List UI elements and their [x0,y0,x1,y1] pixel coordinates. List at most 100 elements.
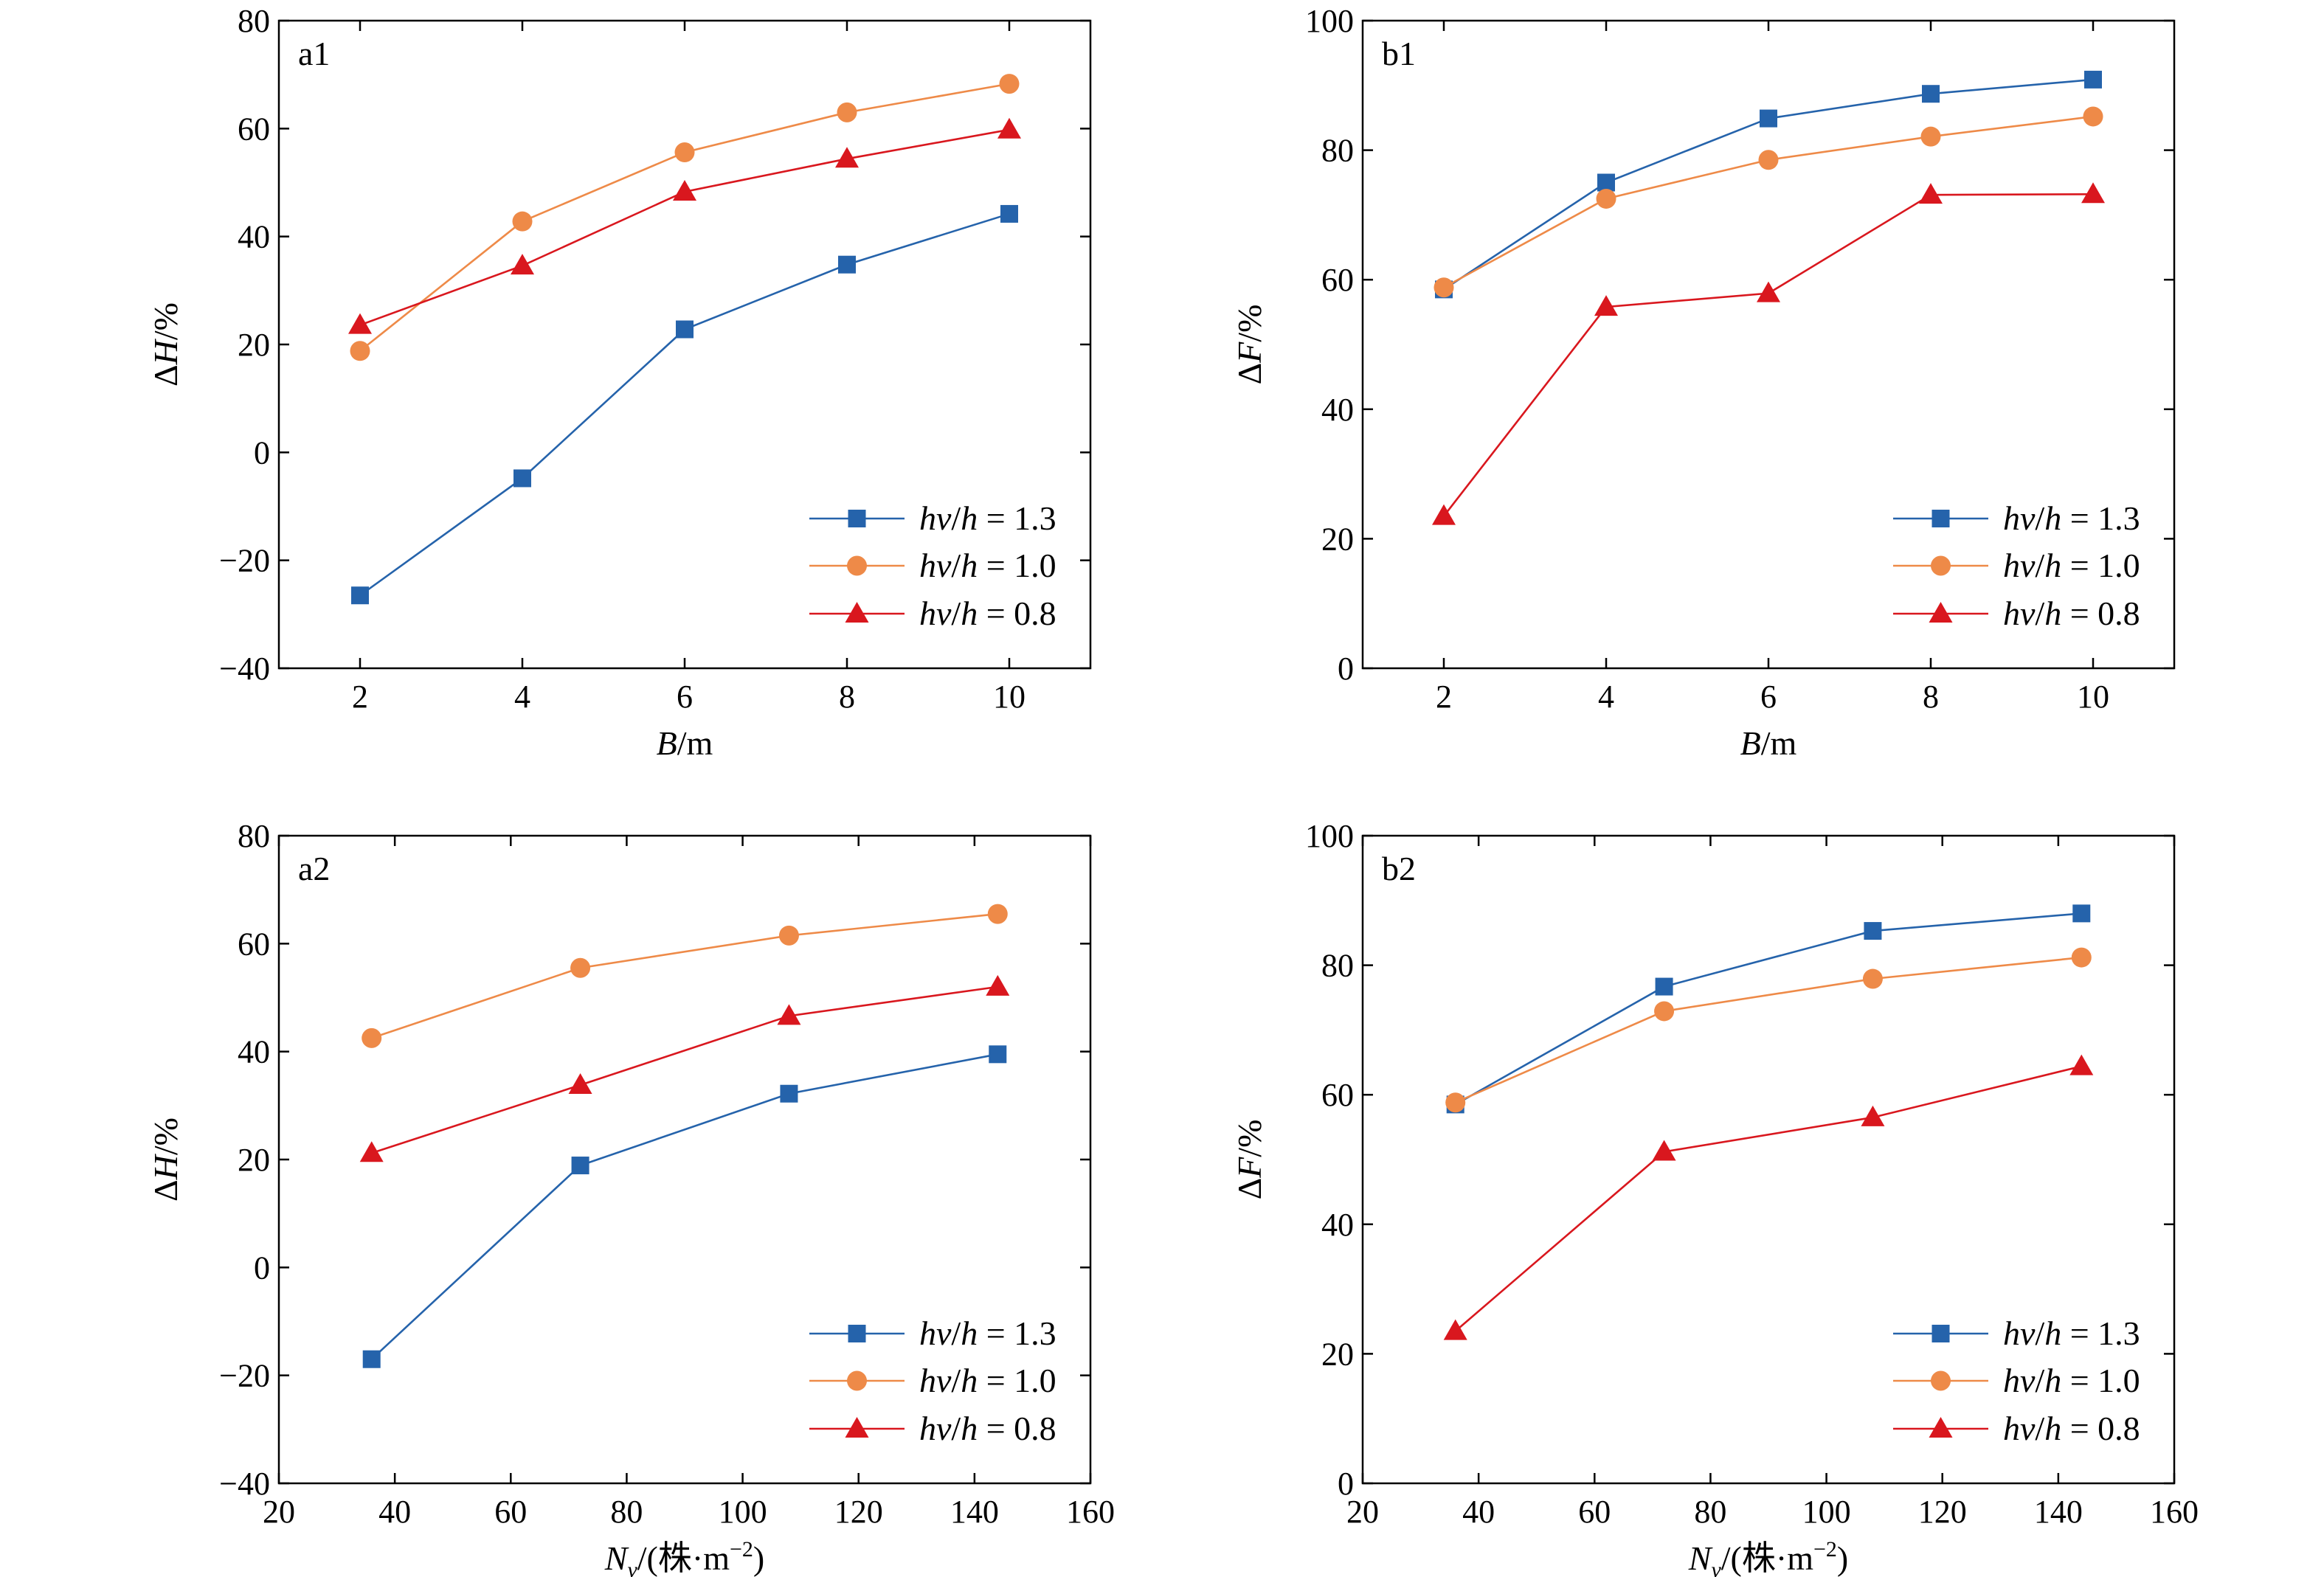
data-point [2081,182,2105,204]
legend-label: hv/h = 0.8 [2003,1410,2140,1447]
x-tick-label: 140 [2034,1494,2083,1530]
data-point [1432,504,1456,525]
data-point [359,1141,384,1162]
legend-marker [1932,1325,1950,1342]
y-tick-label: 60 [1321,1077,1354,1113]
y-tick-label: −20 [219,1358,270,1394]
data-point [2069,1054,2094,1075]
series-1 [362,1045,1007,1368]
data-point [1654,1001,1675,1022]
y-tick-label: 60 [1321,262,1354,298]
x-axis-label: Nv/(株·m−2) [604,1537,764,1577]
y-tick-label: −40 [219,1466,270,1502]
y-tick-label: 40 [1321,1207,1354,1243]
data-point [351,586,369,605]
legend-marker [1932,510,1950,527]
data-point [1597,173,1615,192]
y-tick-label: 100 [1305,3,1354,39]
x-tick-label: 160 [1066,1494,1115,1530]
y-tick-label: 80 [238,818,270,854]
y-tick-label: 80 [1321,133,1354,169]
data-point [1594,295,1618,316]
data-point [513,469,531,488]
series-line [359,83,1010,352]
x-tick-label: 100 [1802,1494,1851,1530]
series-line [1443,115,2094,288]
series-line [359,212,1010,597]
legend: hv/h = 1.3 hv/h = 1.0 hv/h = 0.8 [809,499,1056,632]
y-tick-label: 20 [1321,1336,1354,1372]
data-point [1596,188,1616,209]
data-point [1652,1140,1676,1161]
legend-marker [848,1325,866,1342]
data-point [997,117,1021,139]
y-tick-label: 40 [238,219,270,255]
data-point [835,147,859,168]
legend-label: hv/h = 0.8 [2003,595,2140,632]
y-tick-label: 80 [1321,948,1354,984]
y-tick-label: 20 [238,1142,270,1178]
series-3 [348,117,1021,334]
series-2 [350,74,1020,361]
legend-label: hv/h = 1.0 [2003,547,2140,584]
data-point [2072,904,2091,923]
y-tick-label: −40 [219,651,270,687]
x-tick-label: 4 [514,679,530,715]
series-line [1455,912,2082,1106]
legend-marker [848,510,866,527]
x-tick-label: 140 [950,1494,999,1530]
series-3 [1432,182,2105,525]
legend-marker [845,1417,869,1438]
data-point [1864,922,1882,940]
y-tick-label: −20 [219,543,270,579]
x-tick-label: 160 [2150,1494,2199,1530]
x-tick-label: 100 [719,1494,767,1530]
data-point [1922,85,1940,103]
series-3 [1443,1054,2094,1340]
data-point [838,255,856,274]
x-tick-label: 6 [1760,679,1777,715]
data-point [571,1157,589,1175]
legend-marker [845,602,869,623]
series-2 [362,904,1008,1048]
y-tick-label: 100 [1305,818,1354,854]
series-1 [351,204,1018,605]
series-1 [1446,904,2091,1114]
series-2 [1434,106,2103,298]
x-tick-label: 20 [1346,1494,1379,1530]
x-tick-label: 20 [263,1494,295,1530]
data-point [362,1350,381,1368]
x-tick-label: 60 [1578,1494,1611,1530]
data-point [989,1045,1007,1064]
data-point [511,254,534,275]
data-point [676,320,694,339]
legend-label: hv/h = 1.0 [2003,1362,2140,1399]
panel-label: b1 [1382,35,1416,72]
data-point [362,1027,382,1048]
data-point [1920,126,1941,147]
data-point [2083,106,2103,127]
legend: hv/h = 1.3 hv/h = 1.0 hv/h = 0.8 [1893,499,2140,632]
data-point [512,211,533,232]
legend-label: hv/h = 1.0 [919,547,1056,584]
y-tick-label: 0 [1338,1466,1354,1502]
series-line [370,1053,998,1360]
x-tick-label: 80 [610,1494,643,1530]
data-point [1861,1105,1885,1126]
data-point [778,925,799,946]
x-tick-label: 40 [1462,1494,1495,1530]
data-point [1760,109,1777,128]
data-point [568,1073,592,1095]
legend-label: hv/h = 1.3 [919,1314,1056,1352]
data-point [777,1004,801,1025]
series-line [1454,1065,2082,1332]
legend-marker [847,1370,867,1391]
data-point [2084,70,2102,89]
data-point [1758,150,1779,170]
x-tick-label: 120 [834,1494,883,1530]
y-tick-label: 0 [1338,651,1354,687]
data-point [1655,977,1673,996]
